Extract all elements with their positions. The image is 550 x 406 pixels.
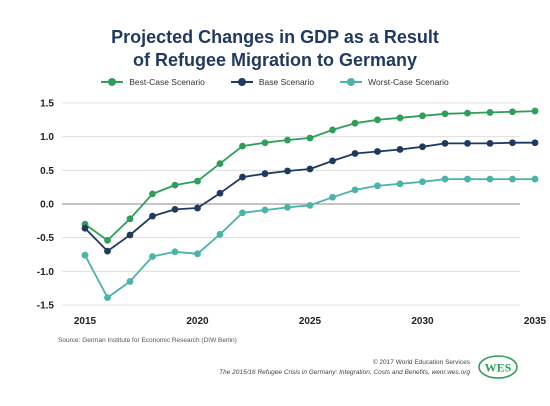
x-tick-label: 2030 (411, 316, 434, 327)
y-tick-label: 1.0 (40, 132, 54, 143)
data-point-worst (261, 206, 269, 214)
data-point-worst (306, 201, 314, 209)
data-point-best (396, 114, 404, 122)
chart-title-line-2: of Refugee Migration to Germany (132, 50, 418, 70)
chart-title-line-1: Projected Changes in GDP as a Result (111, 27, 439, 47)
data-point-best (261, 139, 269, 147)
data-point-worst (486, 175, 494, 183)
y-tick-label: 0.0 (40, 200, 54, 211)
credit: © 2017 World Education Services The 2015… (170, 358, 470, 377)
data-point-base (171, 205, 179, 213)
legend-item-worst: Worst-Case Scenario (340, 77, 449, 87)
data-point-base (396, 146, 404, 153)
data-point-best (486, 109, 494, 116)
data-point-base (261, 170, 269, 178)
publication-text: The 2015/16 Refugee Crisis in Germany: I… (219, 368, 470, 376)
y-tick-label: -1.5 (37, 301, 55, 312)
data-point-best (351, 119, 359, 127)
wes-logo: WES (478, 355, 518, 379)
x-tick-label: 2035 (524, 316, 547, 327)
data-point-best (284, 136, 291, 144)
legend-label-worst: Worst-Case Scenario (368, 77, 449, 87)
y-tick-label: -1.0 (37, 267, 55, 278)
data-point-worst (351, 186, 359, 194)
data-point-worst (194, 250, 201, 258)
data-point-worst (239, 209, 246, 217)
data-point-worst (374, 182, 381, 190)
data-point-worst (126, 278, 134, 285)
x-tick-label: 2015 (74, 316, 97, 327)
data-point-best (194, 177, 201, 185)
data-point-worst (419, 178, 426, 186)
data-point-best (216, 160, 224, 168)
data-point-worst (329, 193, 336, 201)
data-point-best (464, 109, 471, 117)
data-point-base (306, 165, 314, 173)
data-point-best (509, 108, 516, 116)
data-point-base (81, 224, 89, 232)
data-point-base (329, 157, 336, 165)
data-point-best (374, 116, 381, 124)
data-point-worst (216, 230, 224, 238)
data-point-base (419, 143, 426, 151)
legend-label-best: Best-Case Scenario (129, 77, 205, 87)
wes-logo-text: WES (485, 361, 512, 375)
data-point-base (351, 150, 359, 157)
data-point-base (464, 140, 471, 147)
data-point-worst (509, 175, 516, 183)
data-point-best (531, 107, 539, 115)
x-tick-label: 2025 (299, 316, 322, 327)
data-point-worst (149, 253, 156, 260)
data-point-worst (284, 203, 291, 211)
y-tick-label: 0.5 (40, 166, 54, 177)
chart-title: Projected Changes in GDP as a Result of … (0, 26, 550, 72)
data-point-base (149, 212, 156, 220)
legend-label-base: Base Scenario (258, 77, 315, 87)
data-point-worst (104, 294, 111, 301)
copyright-text: © 2017 World Education Services (372, 359, 470, 366)
data-point-base (374, 148, 381, 155)
data-point-base (284, 167, 291, 175)
data-point-worst (81, 251, 89, 259)
data-point-base (531, 139, 539, 147)
data-point-base (441, 140, 449, 147)
data-point-base (509, 139, 516, 147)
data-point-best (126, 215, 134, 223)
x-tick-label: 2020 (186, 316, 209, 327)
legend-swatch-worst (340, 78, 363, 86)
data-point-best (104, 236, 111, 244)
data-point-worst (531, 175, 539, 183)
data-point-base (216, 189, 224, 197)
data-point-base (486, 140, 494, 147)
data-point-best (149, 190, 156, 198)
legend-swatch-base (230, 78, 253, 86)
legend: Best-Case Scenario Base Scenario Worst-C… (0, 77, 550, 87)
data-point-worst (396, 180, 404, 188)
y-tick-label: -0.5 (37, 233, 55, 244)
legend-item-base: Base Scenario (230, 77, 315, 87)
data-point-best (239, 142, 246, 150)
data-point-best (306, 134, 314, 142)
y-tick-label: 1.5 (40, 99, 54, 110)
data-point-base (194, 204, 201, 212)
source-note: Source: German Institute for Economic Re… (58, 337, 237, 344)
data-point-best (441, 110, 449, 118)
data-point-base (239, 173, 246, 181)
data-point-worst (464, 175, 471, 183)
legend-item-best: Best-Case Scenario (101, 77, 205, 87)
data-point-best (171, 181, 179, 189)
data-point-worst (441, 175, 449, 183)
data-point-base (104, 247, 111, 255)
data-point-base (126, 231, 134, 239)
data-point-worst (171, 248, 179, 256)
legend-swatch-best (101, 78, 124, 86)
data-point-best (329, 126, 336, 134)
data-point-best (419, 112, 426, 120)
